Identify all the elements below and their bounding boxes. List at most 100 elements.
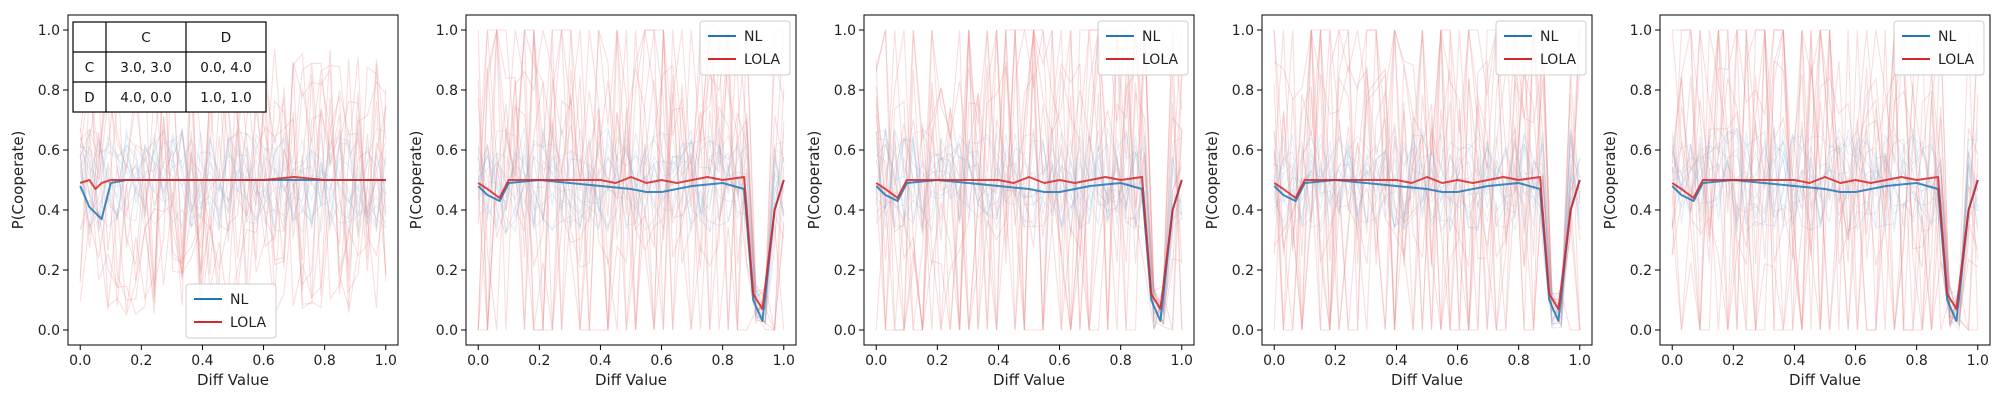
background-trace	[1671, 127, 1978, 321]
background-trace	[477, 132, 785, 324]
background-trace	[875, 127, 1183, 315]
background-trace	[1672, 133, 1979, 295]
background-trace	[1273, 29, 1581, 331]
background-trace	[477, 29, 785, 331]
y-tick-label: 0.0	[1232, 323, 1254, 339]
background-trace	[477, 129, 785, 312]
y-axis-label: P(Cooperate)	[1601, 131, 1619, 230]
legend-label-lola: LOLA	[230, 315, 266, 331]
series-line-lola	[1671, 176, 1979, 310]
y-tick-label: 1.0	[1232, 23, 1254, 39]
background-trace	[477, 135, 785, 320]
x-tick-label: 0.0	[865, 353, 887, 369]
x-tick-label: 0.4	[589, 353, 611, 369]
x-tick-label: 0.4	[1385, 353, 1407, 369]
x-tick-label: 0.0	[467, 353, 489, 369]
y-tick-label: 0.4	[1232, 203, 1254, 219]
chart-panel-4: 0.0 0.2 0.4 0.6 0.8 1.0 0.0 0.2 0.4 0.6 0.8 1.0 Diff…	[1203, 14, 1593, 389]
legend-label-lola: LOLA	[1938, 52, 1974, 68]
table-cell: 3.0, 3.0	[120, 60, 172, 76]
background-trace	[875, 29, 1183, 331]
x-tick-label: 0.4	[1783, 353, 1805, 369]
y-tick-label: 0.2	[1630, 263, 1652, 279]
chart-panel-2: 0.0 0.2 0.4 0.6 0.8 1.0 0.0 0.2 0.4 0.6 0.8 1.0 Diff…	[407, 14, 797, 389]
x-tick-label: 0.8	[1906, 353, 1928, 369]
chart-panel-3: 0.0 0.2 0.4 0.6 0.8 1.0 0.0 0.2 0.4 0.6 0.8 1.0 Diff…	[805, 14, 1195, 389]
y-tick-label: 1.0	[834, 23, 856, 39]
legend-label-nl: NL	[1938, 29, 1956, 45]
legend-box	[1495, 20, 1587, 76]
y-tick-label: 1.0	[436, 23, 458, 39]
background-trace	[1273, 29, 1581, 331]
background-trace	[875, 29, 1183, 331]
background-traces	[1671, 29, 1979, 332]
x-tick-label: 1.0	[773, 353, 795, 369]
background-trace	[79, 134, 387, 235]
background-trace	[1273, 142, 1581, 310]
background-trace	[1273, 29, 1581, 331]
y-tick-label: 0.4	[1630, 203, 1652, 219]
background-trace	[875, 29, 1183, 331]
x-tick-label: 1.0	[1171, 353, 1193, 369]
x-tick-label: 0.2	[926, 353, 948, 369]
x-tick-label: 0.4	[191, 353, 213, 369]
y-tick-label: 0.2	[38, 263, 60, 279]
y-tick-label: 0.0	[834, 323, 856, 339]
background-trace	[875, 29, 1183, 331]
background-trace	[1273, 29, 1581, 331]
legend-label-lola: LOLA	[1142, 52, 1178, 68]
y-axis-label: P(Cooperate)	[805, 131, 823, 230]
x-axis-label: Diff Value	[993, 371, 1065, 389]
table-cell: 0.0, 4.0	[200, 60, 252, 76]
y-tick-label: 0.2	[834, 263, 856, 279]
legend-box	[185, 283, 277, 339]
background-trace	[1671, 29, 1979, 331]
axes-frame	[863, 14, 1195, 346]
table-cell: C	[85, 60, 94, 76]
background-trace	[875, 29, 1183, 331]
legend-label-nl: NL	[744, 29, 762, 45]
background-trace	[1671, 128, 1979, 326]
background-trace	[477, 29, 785, 331]
background-trace	[79, 131, 387, 227]
x-tick-label: 0.4	[987, 353, 1009, 369]
background-trace	[477, 128, 785, 326]
series-line-nl	[477, 179, 785, 322]
table-cell: 4.0, 0.0	[120, 90, 172, 106]
background-trace	[876, 129, 1182, 331]
legend-label-nl: NL	[1540, 29, 1558, 45]
x-tick-label: 0.8	[712, 353, 734, 369]
x-tick-label: 0.2	[1324, 353, 1346, 369]
background-trace	[79, 128, 387, 235]
y-tick-label: 0.2	[1232, 263, 1254, 279]
table-border	[72, 21, 267, 113]
table-cell: D	[84, 90, 94, 106]
legend: NL LOLA	[699, 20, 791, 76]
background-trace	[1273, 128, 1581, 326]
background-trace	[79, 128, 387, 233]
background-trace	[1273, 29, 1581, 331]
x-tick-label: 1.0	[375, 353, 397, 369]
background-trace	[1273, 131, 1581, 321]
background-trace	[1671, 131, 1979, 308]
x-tick-label: 0.6	[252, 353, 274, 369]
axes-frame	[465, 14, 797, 346]
background-trace	[875, 29, 1182, 331]
y-tick-label: 0.6	[38, 143, 60, 159]
y-tick-label: 0.4	[38, 203, 60, 219]
background-trace	[1671, 29, 1979, 331]
x-tick-label: 0.8	[1110, 353, 1132, 369]
background-trace	[875, 29, 1183, 331]
background-trace	[1671, 126, 1979, 325]
y-tick-label: 0.6	[834, 143, 856, 159]
y-axis-label: P(Cooperate)	[407, 131, 425, 230]
background-traces	[875, 29, 1183, 331]
legend-box	[1893, 20, 1985, 76]
x-tick-label: 0.0	[69, 353, 91, 369]
x-tick-label: 1.0	[1967, 353, 1989, 369]
x-tick-label: 0.6	[1446, 353, 1468, 369]
x-tick-label: 0.2	[130, 353, 152, 369]
background-trace	[1273, 29, 1581, 331]
background-trace	[1671, 29, 1979, 331]
